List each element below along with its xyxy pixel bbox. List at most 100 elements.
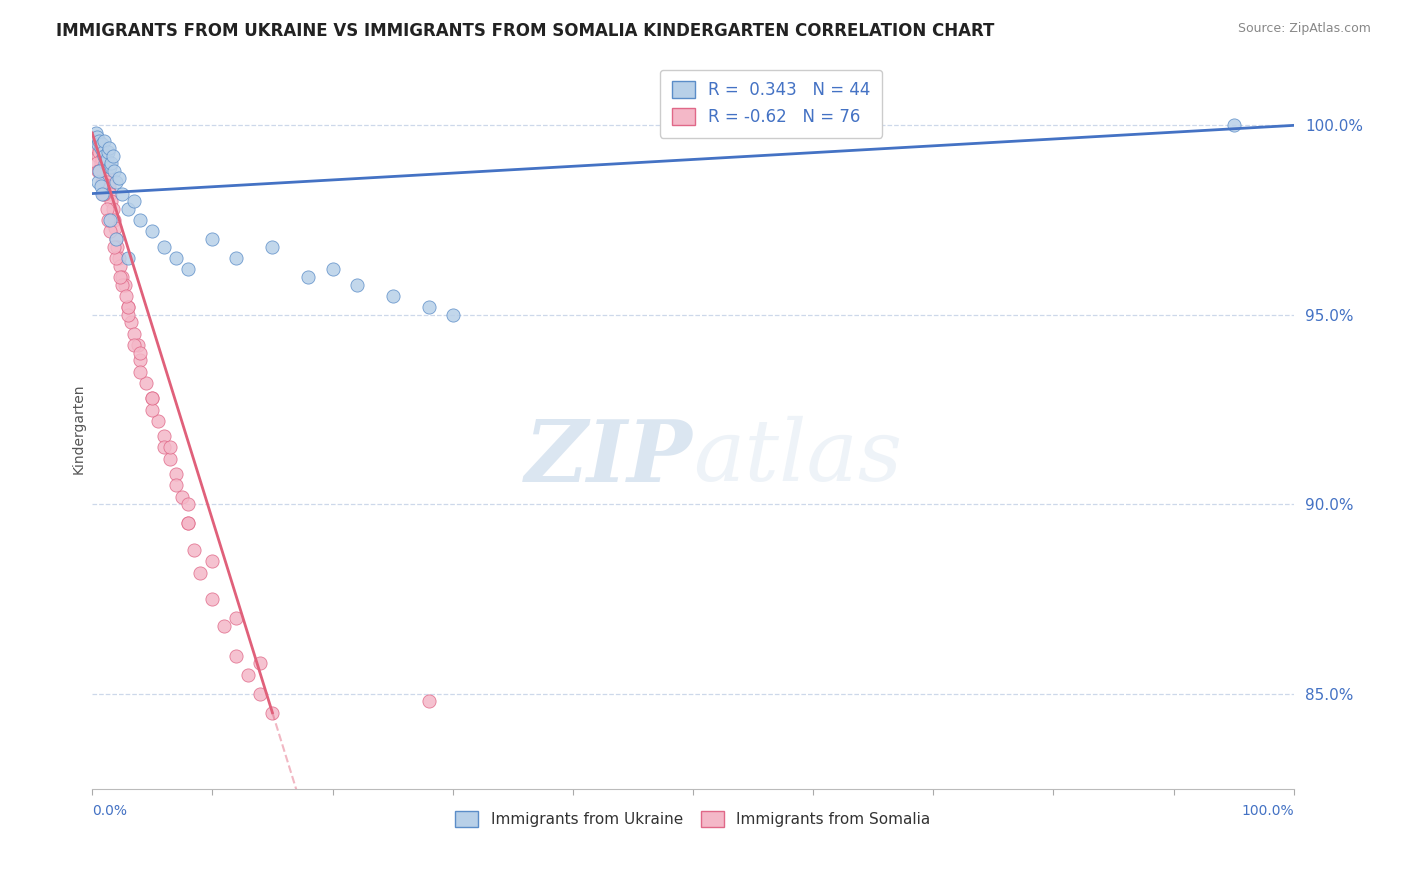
Point: [90, 175, 112, 189]
Point: [103, 164, 125, 178]
Point: [83, 137, 105, 152]
Point: [93, 134, 115, 148]
Point: [105, 251, 128, 265]
Point: [90, 156, 112, 170]
Point: [96, 153, 118, 167]
Point: [114, 289, 136, 303]
Point: [90, 179, 112, 194]
Point: [117, 300, 139, 314]
Point: [90, 186, 112, 201]
Point: [381, 289, 404, 303]
Point: [90, 137, 112, 152]
Point: [249, 687, 271, 701]
Point: [183, 542, 205, 557]
Point: [165, 251, 187, 265]
Point: [201, 592, 224, 607]
Point: [122, 338, 145, 352]
Point: [86, 141, 108, 155]
Point: [129, 213, 152, 227]
Point: [98, 186, 121, 201]
Point: [89, 164, 111, 178]
Point: [101, 149, 124, 163]
Point: [86, 156, 108, 170]
Point: [418, 694, 440, 708]
Point: [93, 149, 115, 163]
Point: [111, 186, 134, 201]
Point: [105, 175, 128, 189]
Point: [86, 129, 108, 144]
Point: [159, 441, 181, 455]
Point: [103, 239, 125, 253]
Point: [153, 429, 176, 443]
Text: 100.0%: 100.0%: [1241, 804, 1294, 818]
Point: [100, 156, 122, 170]
Point: [159, 451, 181, 466]
Point: [165, 478, 187, 492]
Point: [87, 149, 110, 163]
Point: [100, 194, 122, 209]
Point: [87, 137, 110, 152]
Point: [153, 239, 176, 253]
Point: [153, 441, 176, 455]
Point: [225, 251, 247, 265]
Point: [97, 145, 120, 159]
Point: [346, 277, 368, 292]
Point: [111, 277, 134, 292]
Point: [89, 145, 111, 159]
Point: [107, 171, 129, 186]
Point: [177, 497, 200, 511]
Point: [135, 376, 157, 390]
Point: [141, 224, 163, 238]
Point: [91, 164, 114, 178]
Point: [1222, 119, 1244, 133]
Point: [141, 402, 163, 417]
Point: [321, 262, 343, 277]
Point: [141, 391, 163, 405]
Point: [129, 365, 152, 379]
Point: [238, 668, 260, 682]
Point: [93, 160, 115, 174]
Point: [97, 175, 120, 189]
Point: [214, 618, 236, 632]
Point: [84, 134, 107, 148]
Point: [97, 213, 120, 227]
Point: [117, 300, 139, 314]
Point: [418, 300, 440, 314]
Text: atlas: atlas: [693, 416, 903, 499]
Point: [201, 554, 224, 568]
Point: [117, 308, 139, 322]
Point: [114, 277, 136, 292]
Point: [87, 164, 110, 178]
Point: [98, 160, 121, 174]
Point: [87, 175, 110, 189]
Point: [90, 141, 112, 155]
Point: [96, 168, 118, 182]
Point: [117, 202, 139, 216]
Point: [297, 269, 319, 284]
Point: [177, 262, 200, 277]
Point: [93, 149, 115, 163]
Point: [120, 315, 142, 329]
Point: [172, 490, 194, 504]
Point: [98, 213, 121, 227]
Point: [117, 251, 139, 265]
Point: [91, 186, 114, 201]
Point: [103, 213, 125, 227]
Point: [105, 232, 128, 246]
Point: [107, 239, 129, 253]
Legend: Immigrants from Ukraine, Immigrants from Somalia: Immigrants from Ukraine, Immigrants from…: [447, 804, 938, 835]
Point: [89, 134, 111, 148]
Point: [107, 251, 129, 265]
Point: [94, 171, 117, 186]
Text: 0.0%: 0.0%: [93, 804, 127, 818]
Point: [177, 516, 200, 531]
Point: [129, 353, 152, 368]
Point: [84, 126, 107, 140]
Point: [441, 308, 464, 322]
Point: [111, 269, 134, 284]
Point: [108, 259, 131, 273]
Point: [104, 220, 127, 235]
Point: [89, 164, 111, 178]
Point: [129, 345, 152, 359]
Point: [122, 326, 145, 341]
